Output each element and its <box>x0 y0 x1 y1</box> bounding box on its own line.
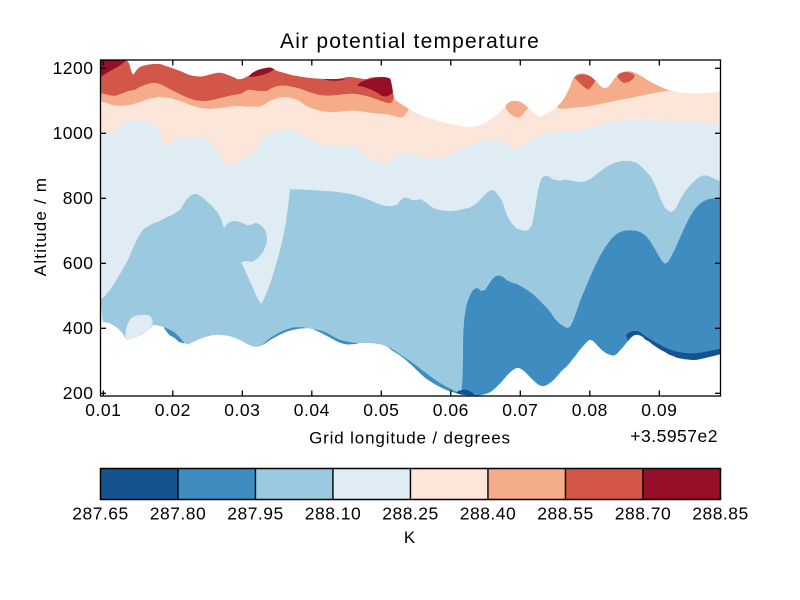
svg-text:288.70: 288.70 <box>615 504 672 524</box>
svg-text:0.02: 0.02 <box>155 400 191 420</box>
svg-text:Air potential temperature: Air potential temperature <box>280 30 540 53</box>
svg-text:200: 200 <box>63 383 94 403</box>
svg-text:287.80: 287.80 <box>150 504 207 524</box>
svg-text:287.95: 287.95 <box>227 504 284 524</box>
svg-text:400: 400 <box>63 318 94 338</box>
svg-text:288.40: 288.40 <box>460 504 517 524</box>
svg-text:0.04: 0.04 <box>294 400 330 420</box>
svg-text:Grid longitude / degrees: Grid longitude / degrees <box>309 429 511 448</box>
svg-text:0.05: 0.05 <box>363 400 399 420</box>
svg-text:288.85: 288.85 <box>692 504 749 524</box>
svg-text:0.06: 0.06 <box>433 400 469 420</box>
svg-text:288.25: 288.25 <box>382 504 439 524</box>
svg-text:K: K <box>404 528 416 547</box>
svg-text:288.10: 288.10 <box>305 504 362 524</box>
svg-text:288.55: 288.55 <box>537 504 594 524</box>
svg-text:0.03: 0.03 <box>224 400 260 420</box>
svg-text:1000: 1000 <box>53 123 94 143</box>
svg-text:0.09: 0.09 <box>641 400 677 420</box>
svg-text:0.01: 0.01 <box>85 400 121 420</box>
svg-text:800: 800 <box>63 188 94 208</box>
svg-text:287.65: 287.65 <box>72 504 129 524</box>
svg-text:Altitude / m: Altitude / m <box>31 177 50 276</box>
svg-text:1200: 1200 <box>53 58 94 78</box>
svg-text:0.07: 0.07 <box>502 400 538 420</box>
svg-text:+3.5957e2: +3.5957e2 <box>630 426 718 446</box>
svg-text:600: 600 <box>63 253 94 273</box>
svg-text:0.08: 0.08 <box>572 400 608 420</box>
